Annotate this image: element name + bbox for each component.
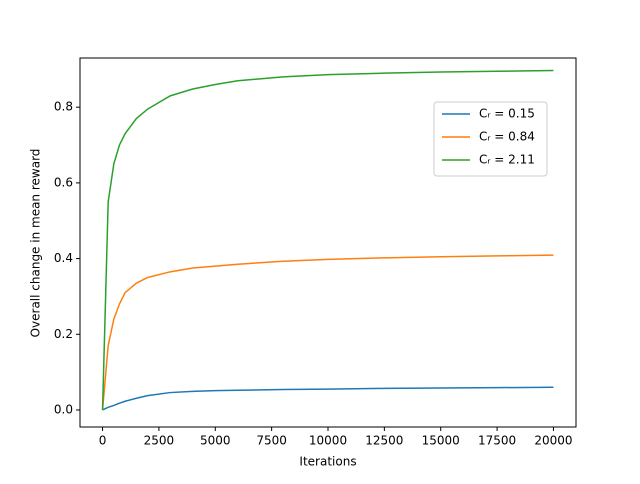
legend-label: Cᵣ = 2.11 — [479, 153, 535, 167]
y-tick-label: 0.2 — [54, 327, 73, 341]
x-tick-label: 20000 — [534, 434, 572, 448]
y-tick-label: 0.4 — [54, 251, 73, 265]
x-tick-label: 10000 — [309, 434, 347, 448]
x-tick-label: 15000 — [422, 434, 460, 448]
line-series — [101, 69, 554, 410]
x-tick-label: 7500 — [256, 434, 287, 448]
y-tick-label: 0.0 — [54, 402, 73, 416]
x-tick-label: 12500 — [365, 434, 403, 448]
x-tick-label: 0 — [99, 434, 107, 448]
legend-box — [433, 101, 548, 177]
y-tick-label: 0.6 — [54, 175, 73, 189]
y-axis-label: Overall change in mean reward — [29, 149, 43, 338]
y-tick-label: 0.8 — [54, 100, 73, 114]
line-series — [102, 386, 554, 411]
line-series — [101, 254, 554, 411]
x-tick-label: 17500 — [478, 434, 516, 448]
x-axis-label: Iterations — [299, 455, 356, 469]
legend-label: Cᵣ = 0.15 — [479, 107, 535, 121]
legend-label: Cᵣ = 0.84 — [479, 130, 535, 144]
x-tick-label: 2500 — [144, 434, 175, 448]
x-tick-label: 5000 — [200, 434, 231, 448]
